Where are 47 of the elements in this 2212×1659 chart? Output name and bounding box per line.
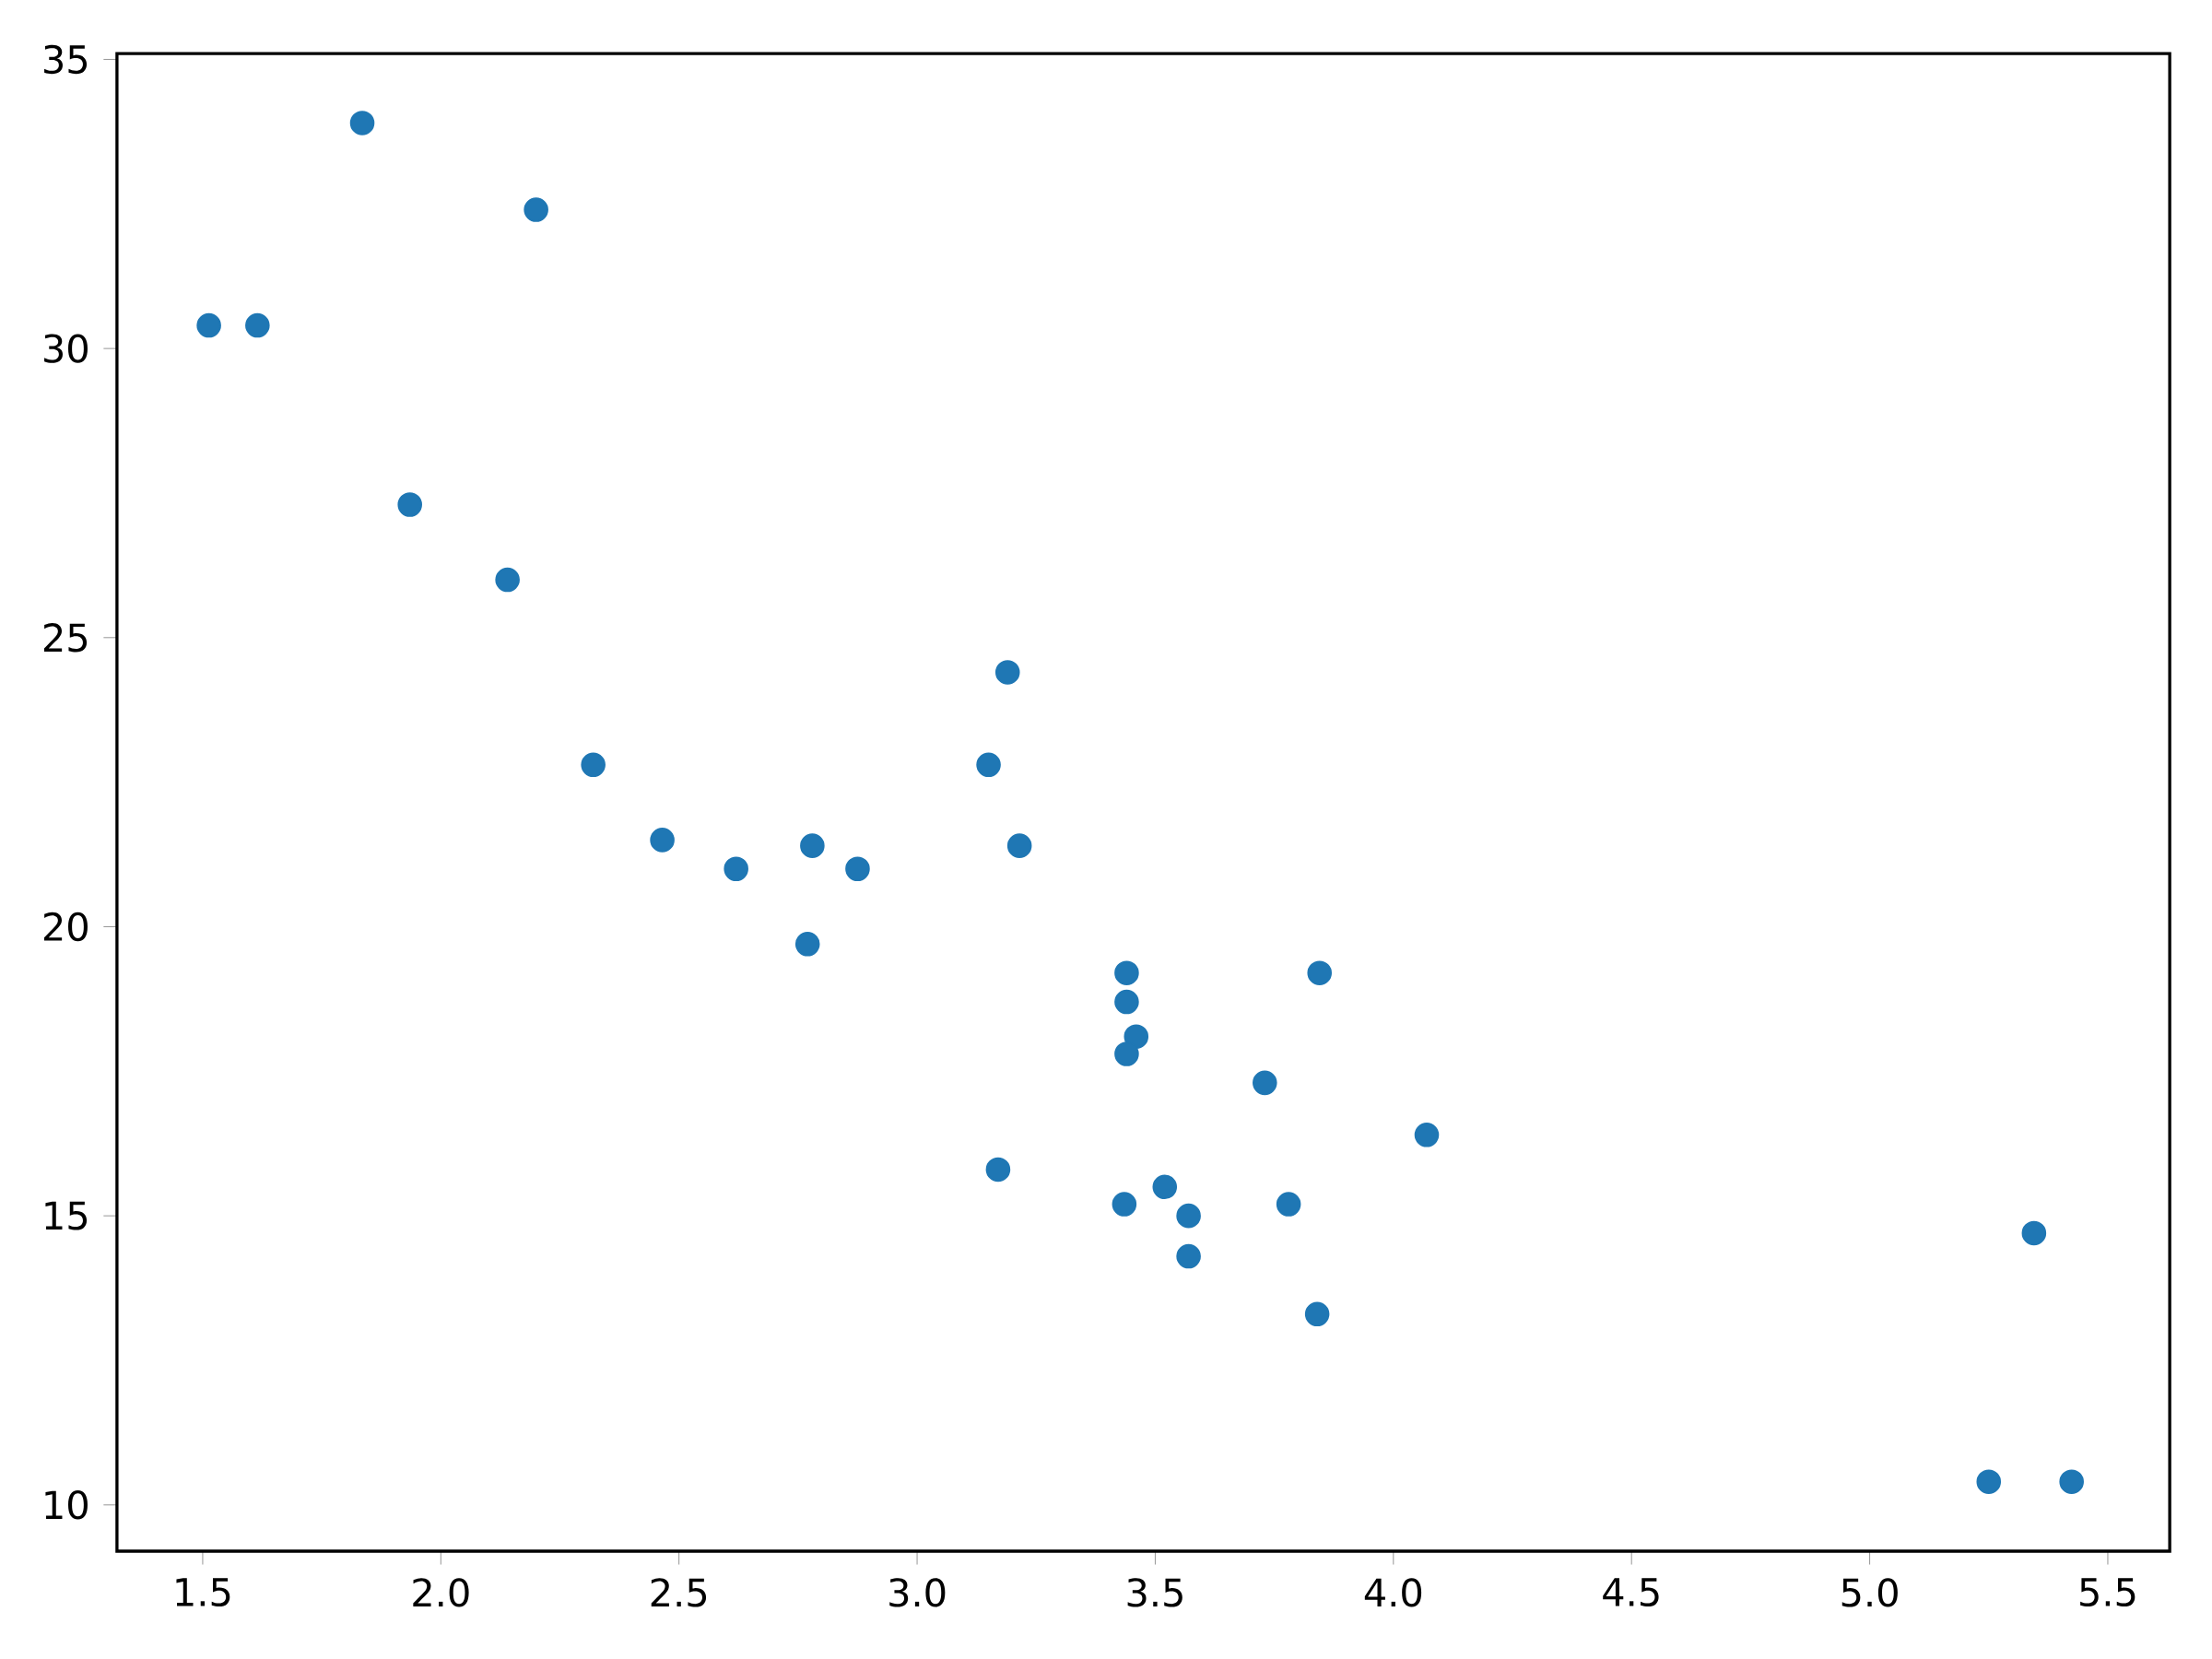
point xyxy=(650,828,675,853)
x-tick-label: 4.0 xyxy=(1364,1578,1422,1607)
point xyxy=(196,312,221,338)
y-tick-label: 10 xyxy=(45,1490,88,1520)
point xyxy=(1112,1192,1137,1217)
point xyxy=(994,660,1020,685)
point xyxy=(2021,1220,2047,1246)
y-tick-label: 35 xyxy=(44,44,88,75)
point xyxy=(1304,1301,1330,1327)
point xyxy=(1307,960,1332,985)
y-tick-label: 15 xyxy=(45,1201,88,1230)
point xyxy=(845,856,870,882)
point xyxy=(581,752,606,778)
x-tick-label: 5.0 xyxy=(1841,1578,1898,1607)
point xyxy=(724,856,748,882)
point xyxy=(976,752,1001,778)
point xyxy=(1253,1070,1277,1096)
point xyxy=(1176,1203,1201,1229)
point xyxy=(1006,833,1032,858)
point xyxy=(1976,1469,2002,1494)
x-tick-label: 1.5 xyxy=(176,1578,230,1607)
x-tick-label: 5.5 xyxy=(2080,1578,2136,1607)
point xyxy=(245,312,270,338)
y-tick-label: 20 xyxy=(43,912,88,942)
y-tick-label: 30 xyxy=(44,334,88,363)
point xyxy=(1176,1243,1201,1269)
x-tick-label: 2.0 xyxy=(413,1578,469,1607)
point xyxy=(800,833,825,858)
point xyxy=(397,492,422,517)
x-tick-label: 4.5 xyxy=(1603,1578,1659,1607)
point xyxy=(1114,989,1139,1015)
y-tick-label: 25 xyxy=(43,623,88,653)
point xyxy=(985,1157,1011,1182)
point xyxy=(1152,1174,1178,1200)
point xyxy=(1124,1024,1149,1049)
point xyxy=(495,567,520,593)
point xyxy=(1276,1192,1301,1217)
x-tick-label: 3.5 xyxy=(1127,1578,1182,1607)
point xyxy=(1114,1041,1139,1066)
x-tick-label: 2.5 xyxy=(651,1578,707,1607)
point xyxy=(349,111,375,135)
point xyxy=(1414,1123,1440,1147)
point xyxy=(524,197,548,222)
point xyxy=(2059,1469,2084,1494)
point xyxy=(794,932,820,957)
x-tick-label: 3.0 xyxy=(889,1578,946,1607)
point xyxy=(1114,960,1139,985)
